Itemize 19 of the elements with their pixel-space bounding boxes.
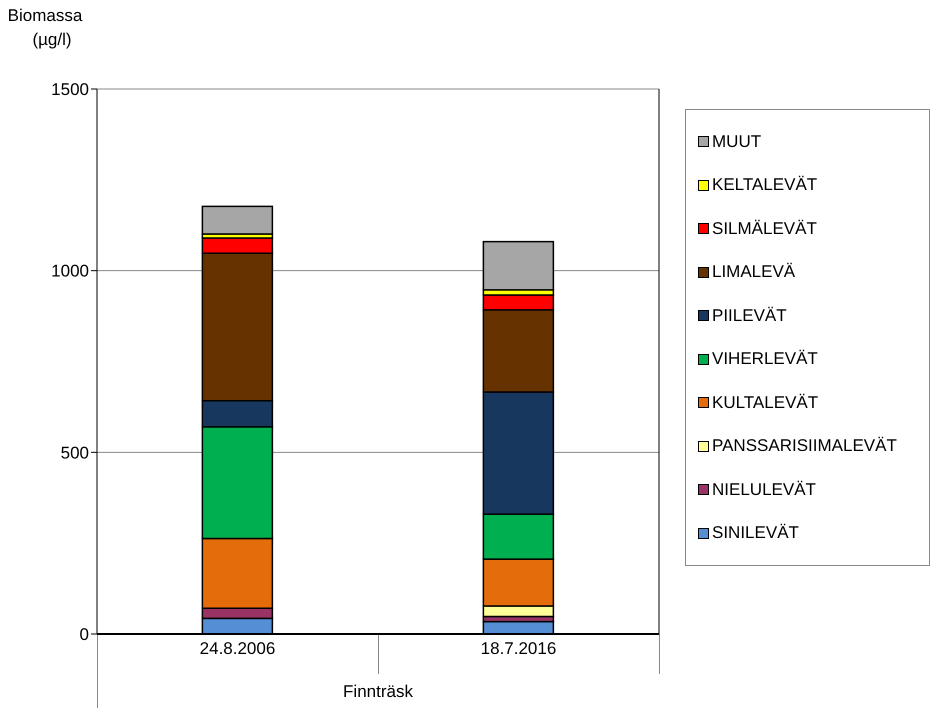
- y-tick-label: 0: [80, 625, 89, 644]
- legend-label: SILMÄLEVÄT: [712, 218, 817, 239]
- y-tick-label: 500: [60, 443, 89, 462]
- legend-label: KULTALEVÄT: [712, 392, 818, 413]
- x-axis-title: Finnträsk: [342, 682, 414, 702]
- legend-label: MUUT: [712, 132, 762, 152]
- y-axis-title: Biomassa (µg/l): [6, 5, 84, 51]
- bar: [202, 206, 274, 235]
- legend-label: PIILEVÄT: [712, 306, 787, 326]
- legend-label: VIHERLEVÄT: [712, 349, 818, 370]
- legend-label: KELTALEVÄT: [712, 175, 818, 196]
- x-tick-label: 24.8.2006: [200, 639, 276, 658]
- legend-label: SINILEVÄT: [712, 523, 799, 544]
- y-tick-label: 1500: [51, 80, 89, 100]
- y-tick-label: 1000: [51, 262, 89, 281]
- x-tick-label: 18.7.2016: [480, 639, 556, 658]
- legend-label: NIELULEVÄT: [712, 480, 816, 500]
- legend-label: LIMALEVÄ: [712, 262, 796, 282]
- legend-label: PANSSARISIIMALEVÄT: [712, 436, 897, 456]
